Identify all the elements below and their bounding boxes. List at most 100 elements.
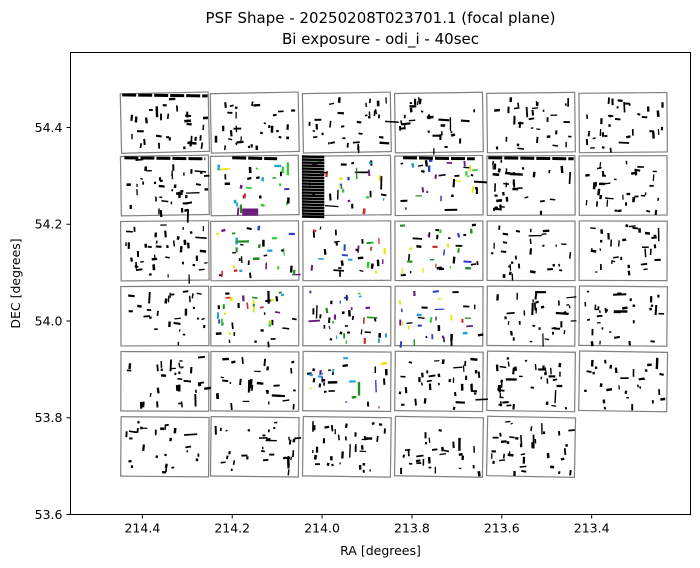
psf-whisker [492, 160, 495, 165]
psf-whisker [374, 108, 378, 115]
psf-whisker [499, 432, 502, 437]
psf-whisker [500, 379, 504, 383]
psf-whisker [333, 269, 345, 272]
psf-whisker [247, 428, 251, 432]
psf-whisker [636, 384, 640, 388]
psf-whisker [644, 248, 647, 258]
ccd-outline [578, 220, 668, 282]
psf-whisker [551, 326, 556, 330]
ccd-cell [578, 155, 668, 216]
psf-whisker [659, 372, 664, 376]
psf-whisker [404, 448, 411, 451]
psf-whisker [337, 434, 340, 441]
psf-whisker [148, 273, 152, 276]
psf-whisker [280, 248, 284, 253]
psf-whisker [173, 321, 181, 325]
y-tick-label: 54.4 [35, 120, 63, 135]
psf-whisker [231, 322, 234, 330]
psf-whisker [400, 120, 403, 126]
psf-whisker [382, 197, 385, 201]
y-axis-label: DEC [degrees] [8, 238, 23, 328]
psf-whisker [516, 143, 520, 147]
psf-whisker [402, 156, 475, 161]
ccd-cell [394, 285, 484, 347]
psf-whisker [402, 454, 406, 458]
psf-whisker [475, 398, 488, 401]
psf-whisker [288, 439, 292, 445]
psf-whisker [473, 180, 487, 184]
psf-whisker [524, 359, 528, 362]
plot-frame [70, 52, 691, 515]
psf-whisker [371, 421, 375, 426]
ccd-outline [120, 220, 210, 282]
psf-whisker [124, 156, 206, 161]
psf-whisker [492, 172, 500, 177]
psf-whisker [425, 335, 428, 339]
psf-whisker [403, 114, 406, 119]
psf-whisker [312, 129, 316, 133]
psf-whisker [437, 373, 441, 378]
psf-whisker [457, 232, 461, 238]
psf-whisker [292, 438, 296, 443]
psf-whisker [204, 386, 211, 390]
ccd-outline [486, 350, 576, 413]
ccd-cell [209, 91, 300, 154]
psf-whisker [401, 122, 411, 126]
psf-whisker [128, 430, 136, 433]
psf-whisker [599, 194, 603, 200]
psf-whisker [470, 357, 478, 361]
ccd-outline [120, 350, 210, 412]
psf-whisker [201, 317, 205, 320]
psf-whisker [414, 398, 417, 406]
psf-whisker [236, 207, 240, 216]
psf-whisker [345, 423, 348, 429]
psf-whisker [351, 315, 355, 321]
psf-whisker [443, 249, 446, 256]
psf-whisker [234, 106, 238, 110]
psf-whisker [312, 368, 316, 372]
psf-whisker [197, 381, 205, 385]
psf-whisker [180, 401, 183, 408]
psf-whisker [169, 437, 173, 442]
psf-whisker [358, 295, 362, 298]
psf-whisker [609, 147, 612, 153]
psf-whisker [506, 311, 515, 315]
psf-whisker [417, 97, 420, 102]
psf-whisker [603, 406, 607, 410]
psf-whisker [558, 362, 562, 368]
psf-whisker [404, 387, 408, 394]
psf-whisker [135, 268, 143, 272]
ccd-outline [394, 350, 484, 413]
psf-whisker [608, 331, 612, 334]
psf-whisker [261, 449, 265, 453]
psf-whisker [513, 107, 520, 110]
psf-whisker [161, 200, 169, 203]
psf-whisker [220, 461, 226, 464]
psf-whisker [277, 265, 280, 270]
psf-whisker [500, 250, 507, 253]
ccd-outline [486, 154, 576, 217]
psf-whisker [165, 463, 168, 472]
psf-whisker [508, 172, 516, 175]
psf-whisker [512, 367, 515, 375]
psf-whisker [467, 175, 470, 178]
psf-whisker [519, 465, 527, 468]
psf-whisker [312, 231, 316, 238]
psf-whisker [549, 198, 556, 201]
ccd-outline [486, 220, 576, 282]
psf-whisker [554, 390, 557, 404]
psf-whisker [325, 170, 329, 178]
psf-whisker [477, 333, 484, 337]
ccd-cell [578, 285, 668, 347]
psf-whisker [166, 113, 170, 120]
ccd-outline [486, 91, 576, 154]
psf-whisker [239, 184, 243, 189]
psf-whisker [368, 98, 372, 104]
ccd-outline [578, 350, 669, 413]
ccd-cell [393, 91, 484, 154]
psf-whisker [517, 102, 520, 108]
y-tick-label: 53.8 [35, 410, 63, 425]
psf-whisker [627, 270, 631, 276]
psf-whisker [246, 227, 252, 231]
psf-whisker [325, 307, 329, 314]
